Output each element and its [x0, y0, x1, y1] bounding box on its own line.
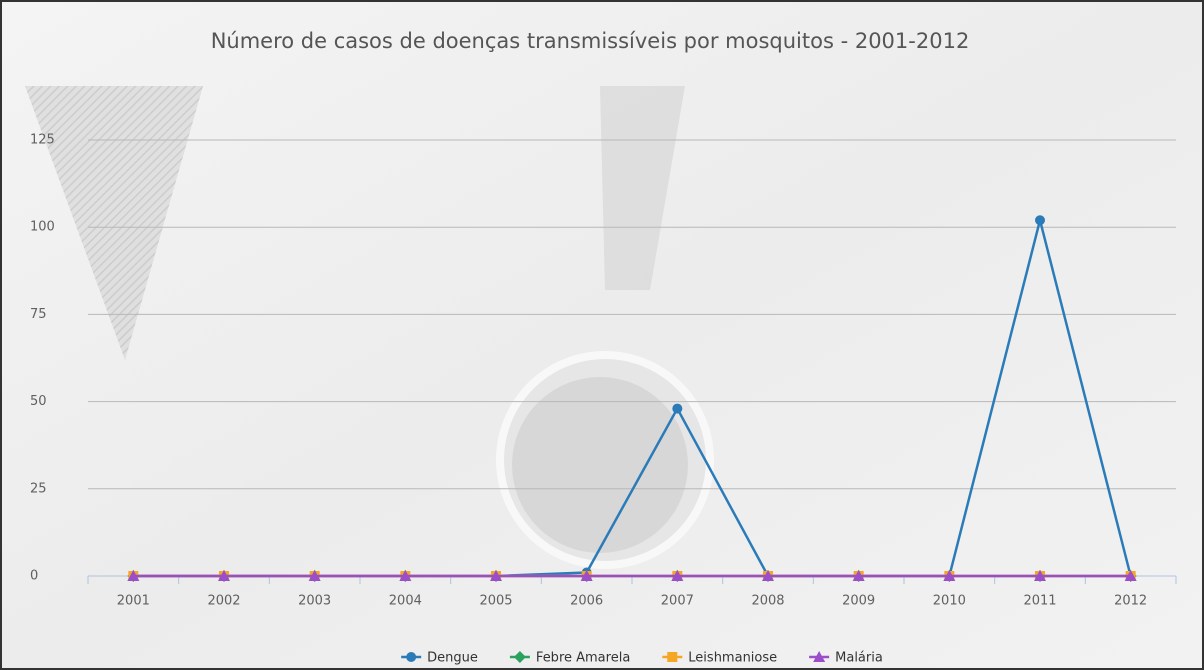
legend-label: Dengue: [427, 651, 478, 666]
marker: [671, 570, 684, 581]
legend-item: Leishmaniose: [662, 651, 777, 666]
series: [127, 570, 1137, 581]
y-tick-label: 25: [30, 481, 47, 496]
marker: [667, 652, 678, 662]
x-tick-label: 2001: [117, 594, 150, 609]
marker: [490, 570, 502, 581]
x-tick-label: 2008: [751, 594, 784, 609]
marker: [127, 570, 140, 581]
y-tick-label: 125: [30, 133, 55, 148]
x-tick-label: 2006: [570, 594, 603, 609]
marker: [852, 570, 865, 581]
marker: [513, 651, 526, 663]
legend-item: Dengue: [401, 651, 478, 666]
marker: [218, 570, 230, 581]
x-tick-label: 2012: [1114, 594, 1147, 609]
plot: [127, 215, 1137, 582]
marker: [762, 570, 774, 581]
x-tick-label: 2010: [933, 594, 966, 609]
y-tick-label: 75: [30, 307, 47, 322]
marker: [1124, 570, 1137, 581]
x-tick-label: 2003: [298, 594, 331, 609]
y-tick-label: 0: [30, 569, 38, 584]
x-tick-label: 2004: [389, 594, 422, 609]
marker: [406, 652, 417, 662]
legend-item: Malária: [809, 651, 883, 666]
x-tick-label: 2009: [842, 594, 875, 609]
marker: [399, 570, 412, 581]
legend-label: Malária: [835, 651, 883, 666]
marker: [813, 651, 826, 662]
marker: [1034, 570, 1046, 581]
legend-label: Febre Amarela: [536, 651, 630, 666]
marker: [580, 570, 593, 581]
y-tick-label: 50: [30, 394, 47, 409]
legend-item: Febre Amarela: [509, 651, 630, 666]
x-tick-label: 2007: [661, 594, 694, 609]
decoration: [600, 86, 685, 290]
chart-title: Número de casos de doenças transmissívei…: [211, 29, 970, 53]
marker: [672, 403, 683, 414]
marker: [943, 570, 956, 581]
x-tick-label: 2011: [1023, 594, 1056, 609]
legend: Dengue Febre Amarela Leishmaniose Malária: [401, 651, 883, 666]
marker: [1035, 215, 1045, 226]
grid: 0 25 50 75 100 125 2001 2002 2003 2004 2005 2006 200…: [30, 133, 1177, 609]
decoration: [512, 377, 688, 553]
marker: [308, 570, 321, 581]
decoration: [25, 86, 203, 360]
legend-label: Leishmaniose: [688, 651, 777, 666]
y-tick-label: 100: [30, 220, 55, 235]
x-tick-label: 2005: [479, 594, 512, 609]
x-tick-label: 2002: [207, 594, 240, 609]
